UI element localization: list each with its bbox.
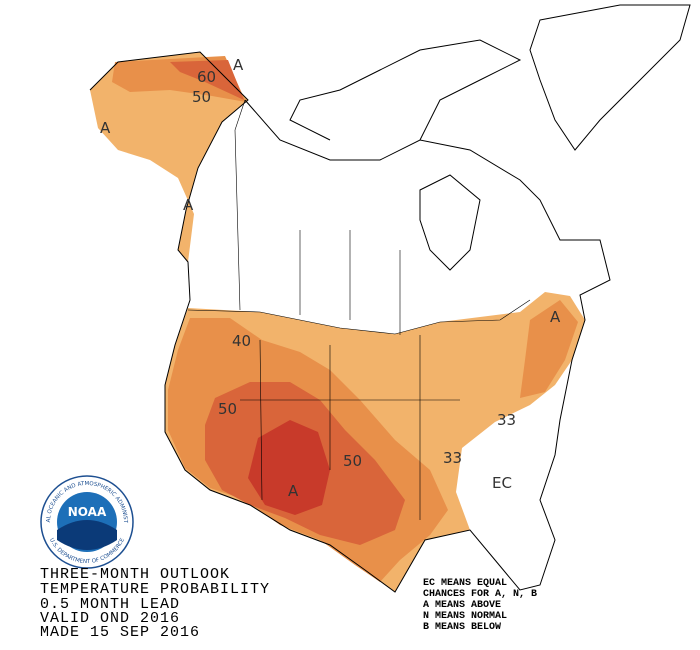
- map-label: A: [100, 119, 111, 137]
- map-label: EC: [492, 474, 512, 492]
- coastline: [89, 51, 611, 593]
- region-60-70: [248, 420, 330, 515]
- greenland: [529, 4, 691, 151]
- border: [187, 99, 531, 520]
- map-label: 50: [218, 400, 237, 418]
- map-label: 33: [443, 449, 462, 467]
- title-line: 0.5 MONTH LEAD: [40, 596, 180, 613]
- logo-wave: [57, 520, 117, 550]
- hudson-bay: [419, 174, 481, 271]
- coastline: [289, 39, 522, 141]
- title-line: VALID OND 2016: [40, 610, 180, 627]
- map-label: 33: [497, 411, 516, 429]
- region-33-40: [90, 52, 248, 262]
- map-label: 40: [232, 332, 251, 350]
- map-label: A: [288, 482, 299, 500]
- legend-line: N MEANS NORMAL: [423, 611, 507, 622]
- title-line: TEMPERATURE PROBABILITY: [40, 581, 270, 598]
- legend-line: CHANCES FOR A, N, B: [423, 589, 537, 600]
- legend-line: A MEANS ABOVE: [423, 600, 501, 611]
- region-40-50: [520, 300, 578, 398]
- title-line: THREE-MONTH OUTLOOK: [40, 566, 230, 583]
- logo-name: NOAA: [68, 505, 107, 519]
- region-50-60: [170, 60, 244, 100]
- map-label: 50: [343, 452, 362, 470]
- map-label: 50: [192, 88, 211, 106]
- legend-line: B MEANS BELOW: [423, 622, 501, 633]
- title-line: MADE 15 SEP 2016: [40, 624, 200, 641]
- map-label: A: [233, 56, 244, 74]
- map-label: A: [183, 196, 194, 214]
- map-label: 60: [197, 68, 216, 86]
- map-label: A: [550, 308, 561, 326]
- legend-line: EC MEANS EQUAL: [423, 578, 507, 589]
